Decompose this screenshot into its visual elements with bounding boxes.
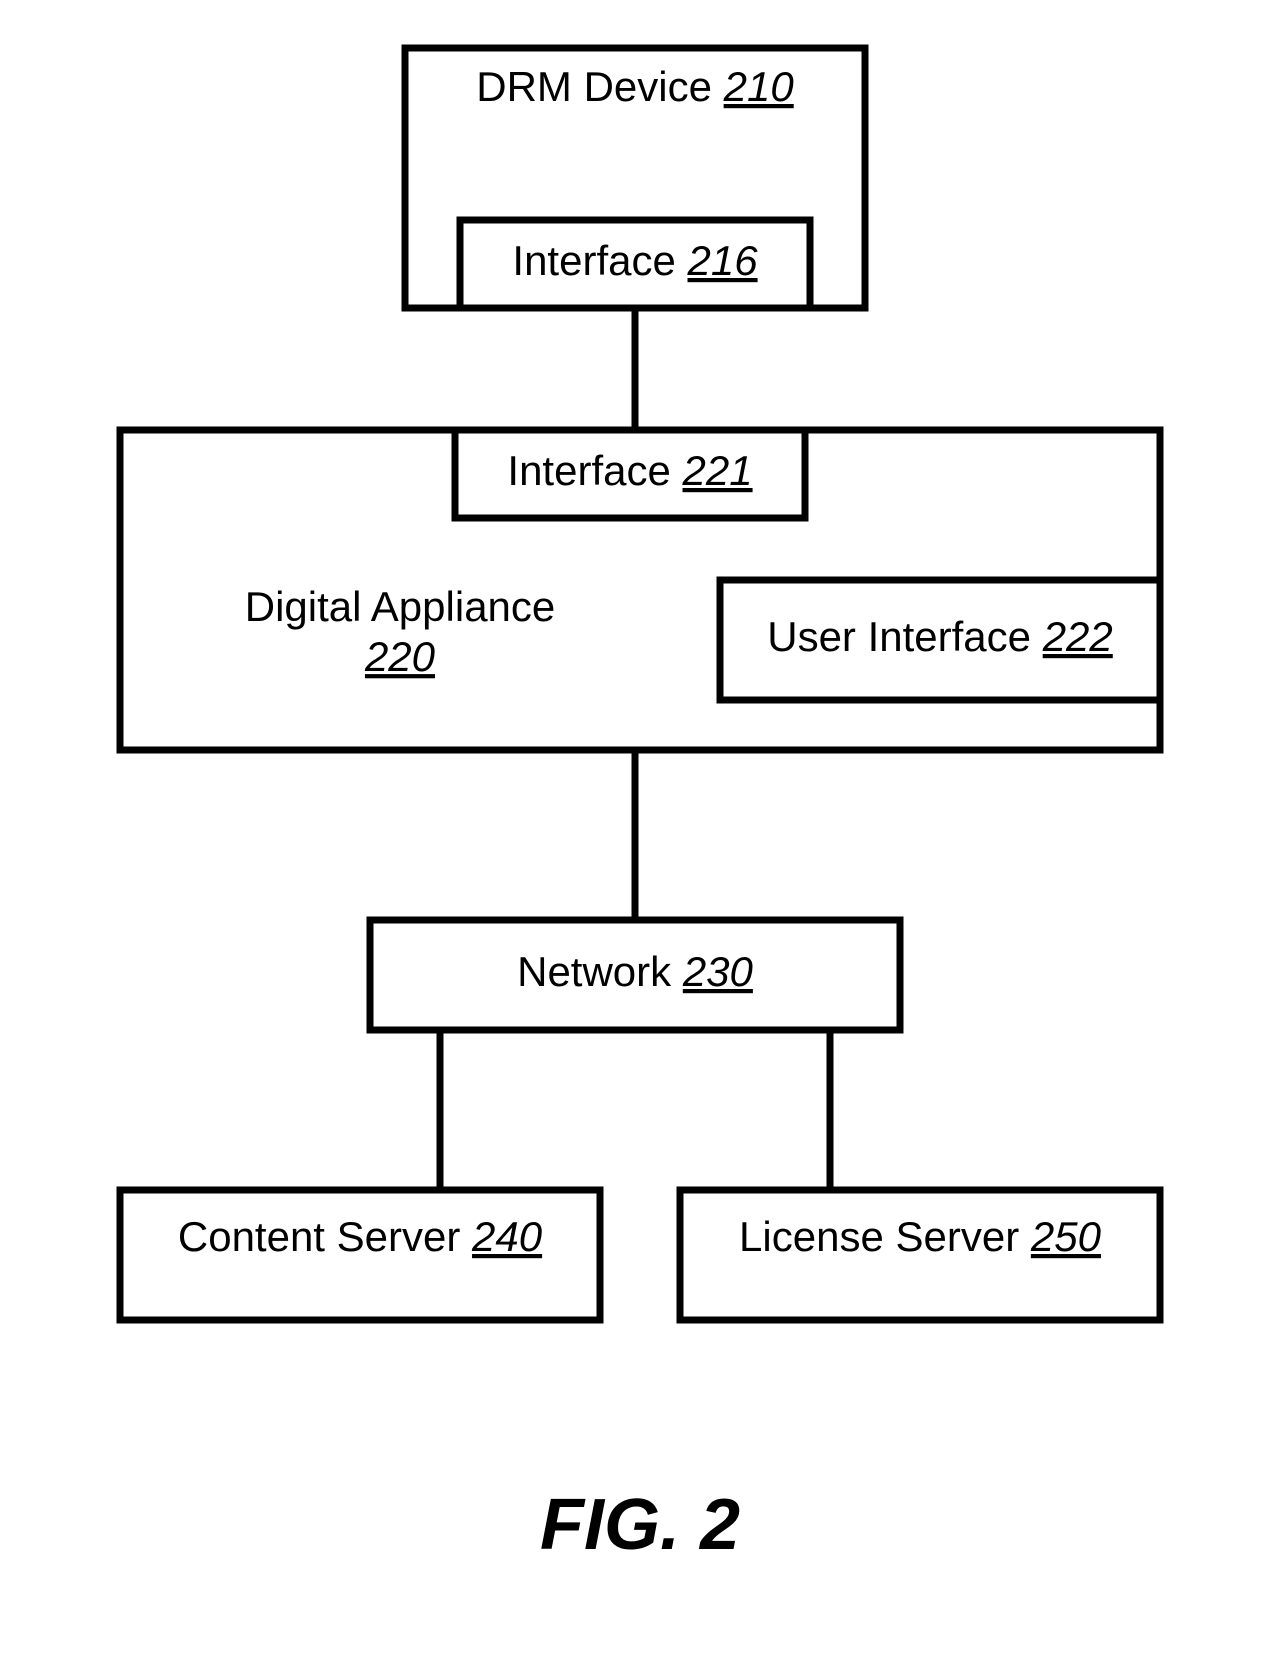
figure-caption: FIG. 2 [540,1485,740,1565]
drm_device-label: DRM Device 210 [476,63,794,110]
content_server-label: Content Server 240 [178,1213,543,1260]
interface_216-label: Interface 216 [512,237,758,284]
digital_appliance-ref: 220 [364,633,436,680]
interface_221-label: Interface 221 [507,447,752,494]
license_server-label: License Server 250 [739,1213,1102,1260]
user_interface-label: User Interface 222 [767,613,1113,660]
digital_appliance-label-line1: Digital Appliance [245,583,556,630]
network-label: Network 230 [517,948,753,995]
